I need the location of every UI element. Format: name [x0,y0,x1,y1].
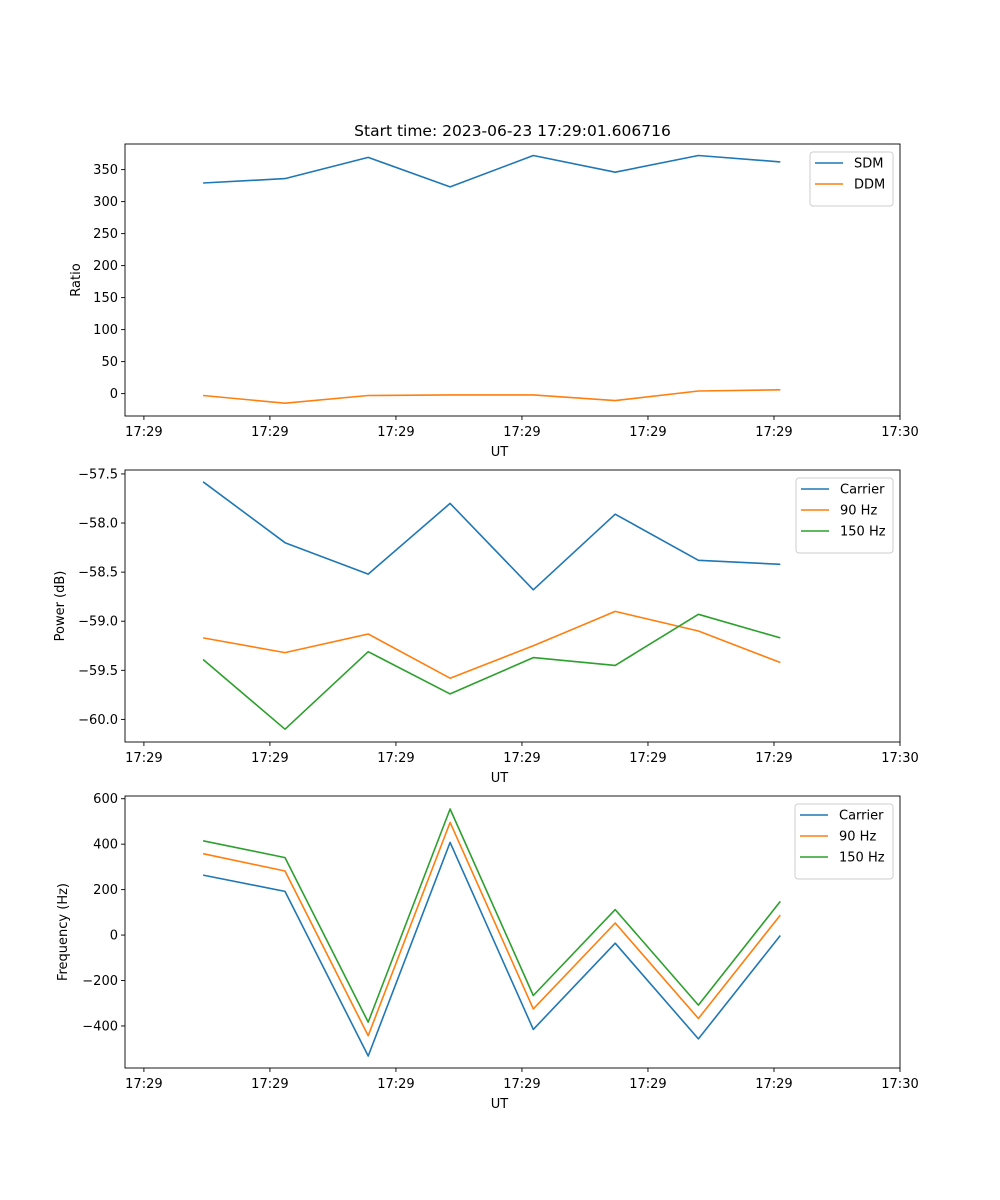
ratio-x-tick-label: 17:30 [881,425,918,440]
power-y-tick-label: −58.5 [78,566,118,581]
power-series-line-90-hz [202,610,781,680]
ratio-y-tick-label: 0 [110,387,118,402]
power-y-tick-label: −57.5 [78,467,118,482]
power-y-tick-label: −59.0 [78,615,118,630]
frequency-y-tick-label: 400 [93,838,118,853]
ratio-axes-frame [124,143,901,417]
frequency-y-axis-label: Frequency (Hz) [56,883,71,981]
ratio-legend-label: DDM [854,178,885,193]
frequency-x-tick-label: 17:29 [125,1077,162,1092]
ratio-x-tick-label: 17:29 [503,425,540,440]
ratio-legend [809,151,894,207]
power-y-tick-label: −59.5 [78,664,118,679]
frequency-series-line-carrier [202,841,781,1057]
frequency-axes-frame [124,795,901,1069]
ratio-y-tick-label: 300 [93,195,118,210]
frequency-y-tick-label: 200 [93,883,118,898]
power-legend-label: Carrier [840,483,885,498]
power-y-tick-label: −60.0 [78,713,118,728]
ratio-series-line-ddm [203,389,781,405]
ratio-x-tick-label: 17:29 [629,425,666,440]
frequency-x-tick-label: 17:30 [881,1077,918,1092]
ratio-y-tick-label: 100 [93,323,118,338]
ratio-y-tick-label: 150 [93,291,118,306]
frequency-series-line-150-hz [202,808,781,1023]
ratio-x-tick-label: 17:29 [755,425,792,440]
power-x-tick-label: 17:29 [125,751,162,766]
frequency-y-tick-label: −400 [82,1019,118,1034]
power-axes-frame [124,469,901,743]
ratio-y-tick-label: 250 [93,227,118,242]
frequency-x-tick-label: 17:29 [755,1077,792,1092]
ratio-legend-label: SDM [854,157,883,172]
power-x-tick-label: 17:29 [629,751,666,766]
frequency-legend-label: 150 Hz [839,851,885,866]
frequency-x-tick-label: 17:29 [251,1077,288,1092]
power-x-tick-label: 17:29 [503,751,540,766]
ratio-y-tick-label: 50 [101,355,118,370]
ratio-y-tick-label: 200 [93,259,118,274]
power-panel: 17:29 17:29 17:29 17:29 17:29 17:29 17:30 −60.0… [53,467,919,786]
ratio-panel: 17:29 17:29 17:29 17:29 17:29 17:29 17:30 0 50 10… [69,143,919,460]
frequency-series-line-90-hz [202,821,781,1037]
frequency-panel: 17:29 17:29 17:29 17:29 17:29 17:29 17:30 −400 −… [56,792,919,1112]
frequency-y-tick-label: 600 [93,792,118,807]
power-x-tick-label: 17:29 [251,751,288,766]
frequency-y-tick-label: −200 [82,974,118,989]
power-x-axis-label: UT [491,771,509,786]
frequency-x-axis-label: UT [491,1097,509,1112]
frequency-x-tick-label: 17:29 [503,1077,540,1092]
power-series-line-150-hz [202,613,781,731]
frequency-y-tick-label: 0 [110,929,118,944]
frequency-x-tick-label: 17:29 [377,1077,414,1092]
frequency-legend [794,803,894,880]
power-y-tick-label: −58.0 [78,517,118,532]
ratio-y-tick-label: 350 [93,163,118,178]
power-x-tick-label: 17:29 [755,751,792,766]
ratio-x-tick-label: 17:29 [125,425,162,440]
power-series-line-carrier [202,481,781,591]
power-x-tick-label: 17:29 [377,751,414,766]
chart-title: Start time: 2023-06-23 17:29:01.606716 [354,122,671,140]
ratio-y-axis-label: Ratio [69,263,84,296]
power-legend-label: 150 Hz [840,525,886,540]
power-y-axis-label: Power (dB) [53,571,68,642]
power-legend-label: 90 Hz [840,504,877,519]
power-legend [795,477,894,554]
power-x-tick-label: 17:30 [881,751,918,766]
ratio-series-line-sdm [203,154,781,188]
frequency-legend-label: Carrier [839,809,884,824]
frequency-legend-label: 90 Hz [839,830,876,845]
ratio-x-tick-label: 17:29 [377,425,414,440]
frequency-x-tick-label: 17:29 [629,1077,666,1092]
ratio-x-axis-label: UT [491,445,509,460]
ratio-x-tick-label: 17:29 [251,425,288,440]
